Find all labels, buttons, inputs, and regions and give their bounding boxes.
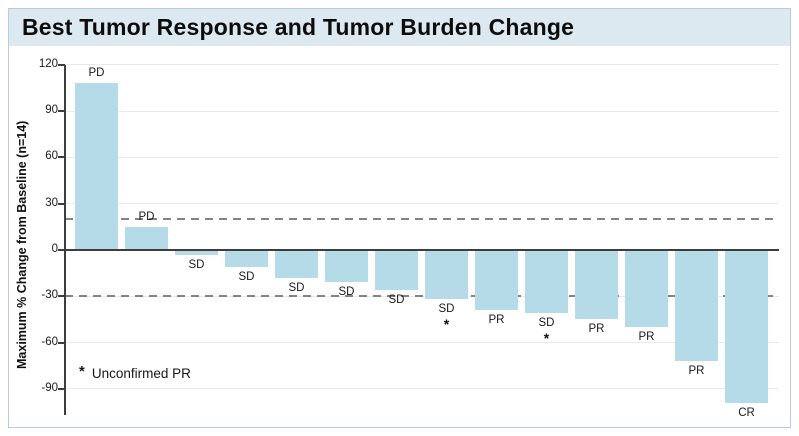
zero-line — [65, 249, 779, 251]
bar — [325, 250, 368, 283]
bar — [475, 250, 518, 311]
axis-tick — [58, 156, 65, 159]
y-tick-label: 0 — [51, 243, 58, 255]
axis-tick — [58, 341, 65, 344]
bar-response-label: SD — [438, 303, 455, 316]
axis-tick — [58, 63, 65, 66]
bar-response-label: PR — [488, 314, 505, 327]
annotation-text: Unconfirmed PR — [91, 366, 191, 381]
gridline — [65, 388, 779, 390]
bar-response-label: PR — [588, 323, 605, 336]
axis-tick — [58, 387, 65, 390]
bar-response-label: SD — [538, 317, 555, 330]
bar-response-label: SD — [238, 270, 255, 283]
asterisk-symbol: * — [79, 363, 85, 380]
chart-title: Best Tumor Response and Tumor Burden Cha… — [22, 14, 575, 40]
bar-response-label: SD — [338, 286, 355, 299]
bar-response-label: CR — [738, 406, 755, 419]
y-axis-line — [64, 65, 66, 415]
gridline — [65, 203, 779, 205]
bar-response-label: SD — [388, 294, 405, 307]
reference-line — [65, 218, 779, 221]
axis-tick — [58, 249, 65, 251]
bar — [675, 250, 718, 361]
y-tick-label: -30 — [41, 289, 58, 302]
bar-response-label: SD — [288, 281, 305, 294]
bar-response-label: PR — [638, 331, 655, 344]
bar — [425, 250, 468, 300]
gridline — [65, 110, 779, 112]
axis-tick — [58, 202, 65, 205]
bar-response-label: PR — [688, 365, 705, 377]
chart-header: Best Tumor Response and Tumor Burden Cha… — [9, 9, 790, 46]
reference-line — [65, 295, 779, 298]
chart-figure: Best Tumor Response and Tumor Burden Cha… — [8, 8, 791, 428]
bar — [575, 250, 618, 320]
axis-tick — [58, 110, 65, 113]
bar-response-label: PD — [88, 67, 105, 80]
axis-tick — [58, 295, 65, 298]
unconfirmed-asterisk: * — [543, 330, 550, 347]
bar — [175, 250, 218, 255]
y-tick-label: 120 — [38, 57, 58, 70]
bar — [625, 250, 668, 328]
gridline — [65, 156, 779, 158]
plot-area: Maximum % Change from Baseline (n=14) * … — [9, 46, 790, 427]
bar — [75, 83, 118, 250]
bar — [725, 250, 768, 403]
bar — [375, 250, 418, 291]
unconfirmed-asterisk: * — [443, 316, 450, 333]
bar — [275, 250, 318, 278]
y-tick-label: 30 — [45, 196, 58, 209]
y-tick-label: -90 — [41, 381, 58, 394]
bar — [225, 250, 268, 267]
gridline — [65, 64, 779, 66]
y-tick-label: 90 — [45, 104, 58, 117]
annotation-unconfirmed-pr: * Unconfirmed PR — [79, 363, 191, 383]
y-tick-label: -60 — [41, 335, 58, 348]
bar — [125, 226, 168, 250]
y-tick-label: 60 — [45, 150, 58, 163]
bar — [525, 250, 568, 314]
bar-response-label: PD — [138, 210, 155, 223]
bar-response-label: SD — [188, 258, 205, 271]
gridline — [65, 342, 779, 343]
